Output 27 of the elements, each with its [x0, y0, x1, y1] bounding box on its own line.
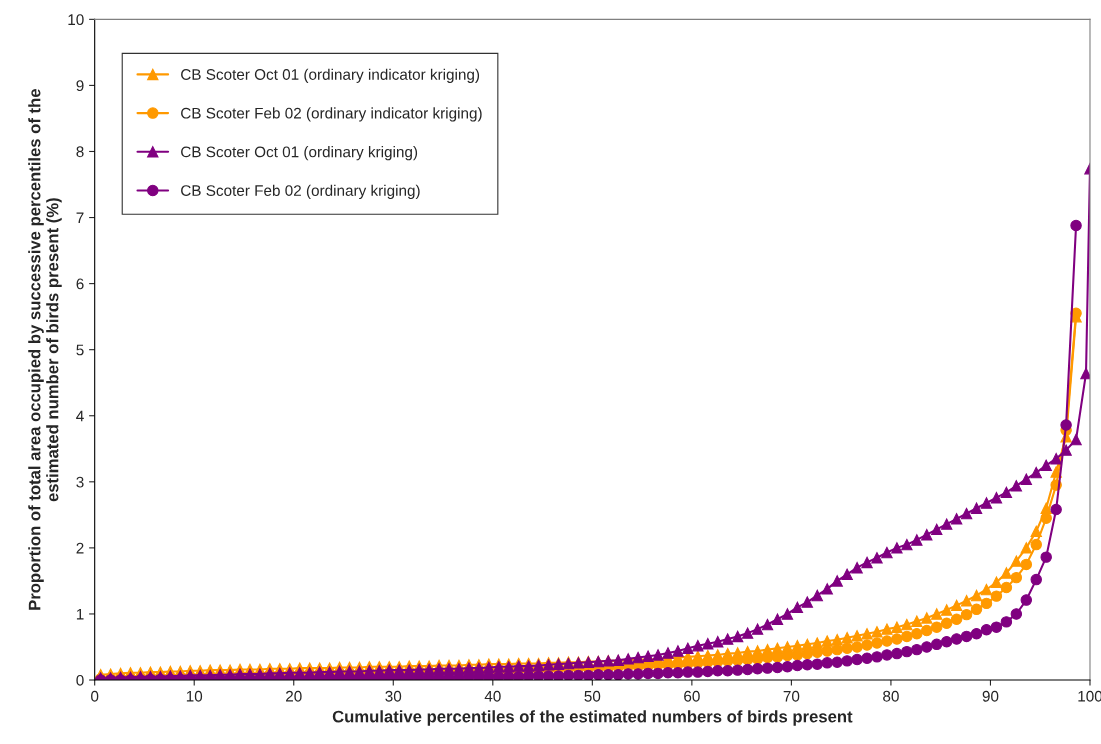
y-tick-label: 6	[76, 278, 84, 290]
y-tick-label: 9	[76, 80, 84, 92]
x-axis-title: Cumulative percentiles of the estimated numbers of birds present	[332, 710, 853, 726]
y-tick-label: 1	[76, 608, 84, 620]
x-tick-label: 30	[385, 690, 402, 702]
legend-label: CB Scoter Oct 01 (ordinary indicator kriging)	[181, 68, 480, 83]
x-tick-label: 0	[91, 690, 99, 702]
x-tick-label: 10	[186, 690, 203, 702]
y-tick-label: 10	[68, 14, 84, 26]
x-tick-label: 70	[783, 690, 800, 702]
x-tick-label: 90	[982, 690, 999, 702]
x-tick-label: 20	[286, 690, 302, 702]
legend-label: CB Scoter Oct 01 (ordinary kriging)	[181, 146, 418, 161]
y-tick-label: 7	[76, 212, 84, 224]
y-tick-label: 5	[76, 344, 84, 356]
y-tick-label: 0	[76, 674, 84, 686]
y-tick-label: 2	[76, 542, 84, 554]
x-tick-label: 50	[584, 690, 601, 702]
legend-label: CB Scoter Feb 02 (ordinary indicator kriging)	[181, 107, 482, 122]
x-tick-label: 60	[684, 690, 700, 702]
y-tick-label: 4	[76, 410, 84, 422]
x-tick-label: 40	[484, 690, 501, 702]
y-tick-label: 3	[76, 476, 84, 488]
x-tick-label: 80	[883, 690, 899, 702]
y-tick-label: 8	[76, 146, 84, 158]
y-axis-title: Proportion of total area occupied by successive percentiles of the estimated number of birds present (%)	[28, 89, 62, 610]
legend-label: CB Scoter Feb 02 (ordinary kriging)	[181, 184, 420, 199]
